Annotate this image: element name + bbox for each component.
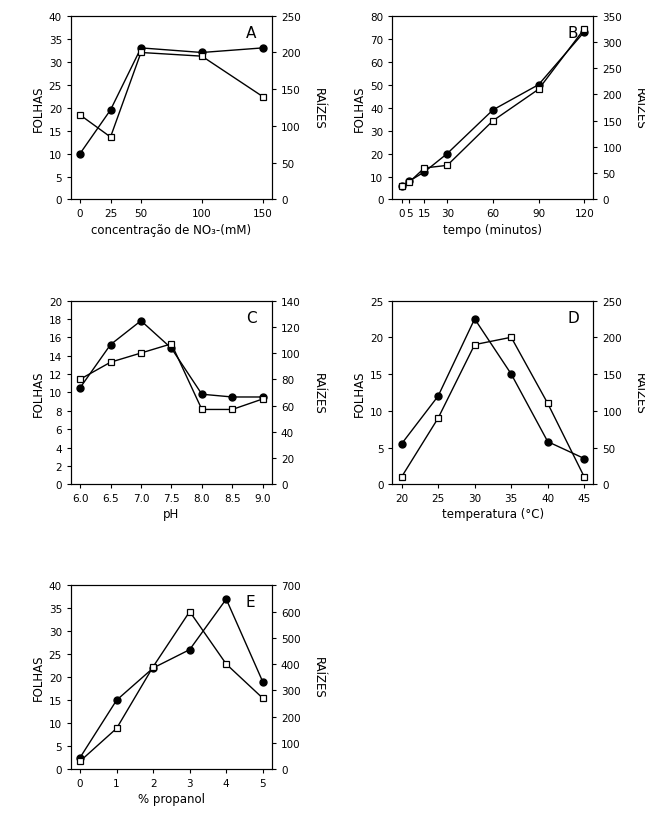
X-axis label: temperatura (°C): temperatura (°C) — [442, 507, 544, 521]
Text: E: E — [246, 594, 255, 609]
Y-axis label: RAÍZES: RAÍZES — [312, 88, 325, 130]
Text: B: B — [567, 26, 578, 41]
Y-axis label: FOLHAS: FOLHAS — [32, 370, 45, 416]
Y-axis label: FOLHAS: FOLHAS — [32, 85, 45, 132]
Y-axis label: RAÍZES: RAÍZES — [633, 88, 645, 130]
Y-axis label: FOLHAS: FOLHAS — [353, 370, 366, 416]
Text: C: C — [246, 310, 257, 325]
X-axis label: pH: pH — [163, 507, 179, 521]
Y-axis label: RAÍZES: RAÍZES — [312, 372, 325, 414]
Y-axis label: FOLHAS: FOLHAS — [32, 654, 45, 701]
Text: A: A — [246, 26, 256, 41]
Y-axis label: FOLHAS: FOLHAS — [353, 85, 366, 132]
X-axis label: concentração de NO₃-(mM): concentração de NO₃-(mM) — [92, 223, 252, 237]
X-axis label: % propanol: % propanol — [138, 793, 205, 805]
X-axis label: tempo (minutos): tempo (minutos) — [443, 223, 542, 237]
Text: D: D — [567, 310, 579, 325]
Y-axis label: RAÍZES: RAÍZES — [633, 372, 645, 414]
Y-axis label: RAÍZES: RAÍZES — [312, 656, 324, 698]
